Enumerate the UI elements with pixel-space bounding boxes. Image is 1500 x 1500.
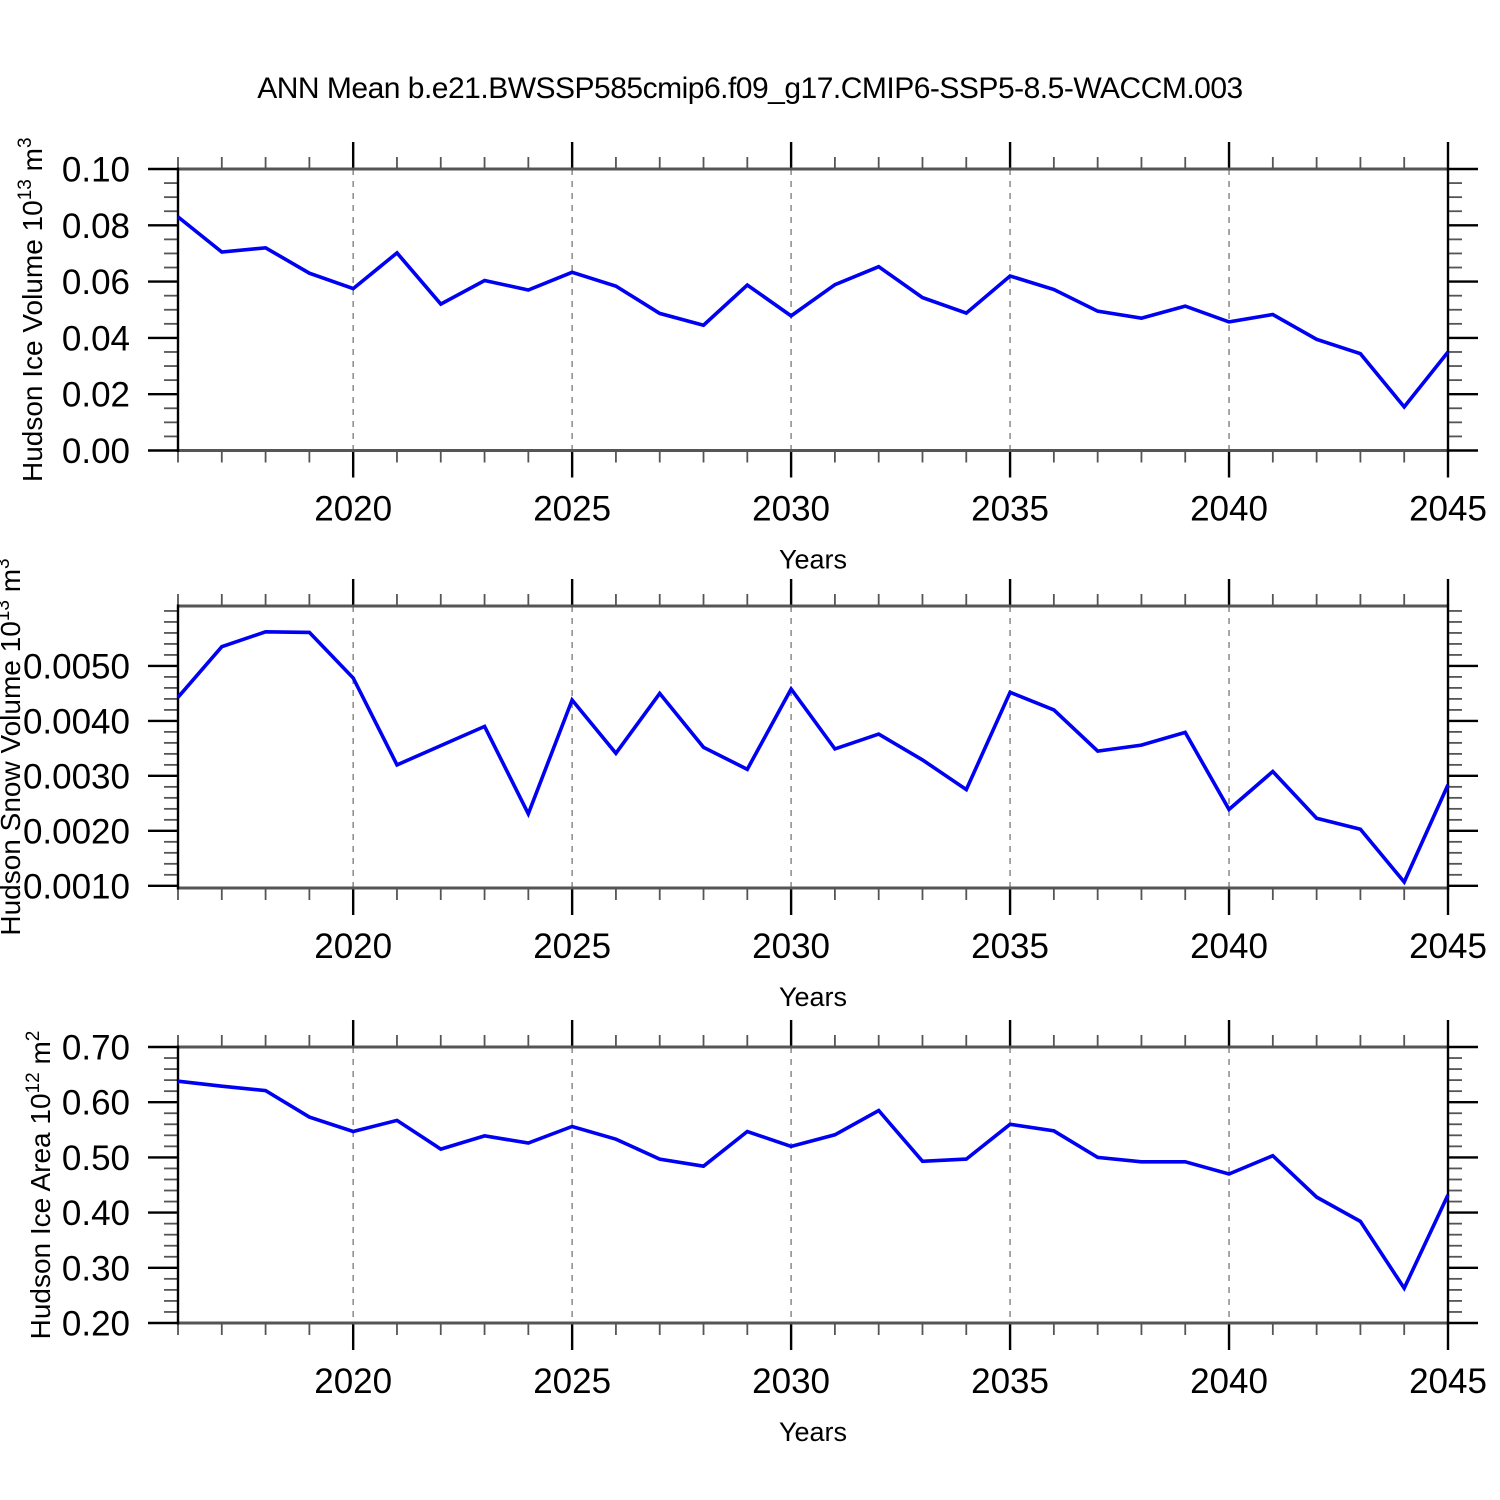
x-tick-label: 2030 — [752, 490, 830, 529]
x-axis-title: Years — [779, 982, 847, 1012]
ice-area-chart: 0.20 0.30 0.40 0.50 0.60 0.70 2020 2025 2030 2035… — [23, 1020, 1487, 1447]
x-tick-label: 2035 — [971, 1362, 1049, 1401]
x-tick-label: 2025 — [533, 490, 611, 529]
x-tick-label: 2020 — [314, 490, 392, 529]
x-tick-label: 2045 — [1409, 927, 1487, 966]
y-tick-label: 0.00 — [62, 432, 130, 471]
y-tick-label: 0.0020 — [23, 812, 130, 851]
x-tick-label: 2025 — [533, 927, 611, 966]
x-tick-label: 2025 — [533, 1362, 611, 1401]
x-tick-label: 2045 — [1409, 490, 1487, 529]
y-tick-label: 0.0040 — [23, 702, 130, 741]
y-axis-title: Hudson Snow Volume 1013 m3 — [0, 558, 26, 935]
figure-title: ANN Mean b.e21.BWSSP585cmip6.f09_g17.CMI… — [257, 72, 1243, 105]
y-tick-label: 0.40 — [62, 1194, 130, 1233]
y-tick-label: 0.06 — [62, 263, 130, 302]
x-axis-title: Years — [779, 545, 847, 575]
y-tick-label: 0.0010 — [23, 867, 130, 906]
x-tick-label: 2035 — [971, 490, 1049, 529]
y-tick-label: 0.08 — [62, 207, 130, 246]
x-tick-label: 2045 — [1409, 1362, 1487, 1401]
x-tick-label: 2040 — [1190, 1362, 1268, 1401]
y-tick-label: 0.02 — [62, 376, 130, 415]
x-tick-label: 2040 — [1190, 927, 1268, 966]
y-tick-label: 0.0030 — [23, 757, 130, 796]
y-tick-label: 0.70 — [62, 1029, 130, 1068]
ice-volume-chart: 0.00 0.02 0.04 0.06 0.08 0.10 2020 2025 2030 2035… — [15, 137, 1487, 574]
snow-volume-chart: 0.0010 0.0020 0.0030 0.0040 0.0050 2020 2025 20… — [0, 558, 1487, 1012]
ice-volume-line — [176, 215, 1450, 410]
ice-area-line — [177, 1079, 1450, 1292]
x-tick-label: 2030 — [752, 1362, 830, 1401]
y-tick-label: 0.04 — [62, 319, 130, 358]
x-tick-label: 2035 — [971, 927, 1049, 966]
y-tick-label: 0.10 — [62, 151, 130, 190]
x-tick-label: 2020 — [314, 1362, 392, 1401]
x-tick-label: 2030 — [752, 927, 830, 966]
y-tick-label: 0.0050 — [23, 647, 130, 686]
x-axis-title: Years — [779, 1417, 847, 1447]
y-axis-title: Hudson Ice Area 1012 m2 — [23, 1031, 56, 1340]
y-tick-label: 0.50 — [62, 1139, 130, 1178]
y-tick-label: 0.30 — [62, 1249, 130, 1288]
y-tick-label: 0.60 — [62, 1084, 130, 1123]
x-tick-label: 2040 — [1190, 490, 1268, 529]
snow-volume-line — [176, 629, 1450, 886]
y-axis-title: Hudson Ice Volume 1013 m3 — [15, 137, 48, 482]
x-tick-label: 2020 — [314, 927, 392, 966]
y-tick-label: 0.20 — [62, 1305, 130, 1344]
